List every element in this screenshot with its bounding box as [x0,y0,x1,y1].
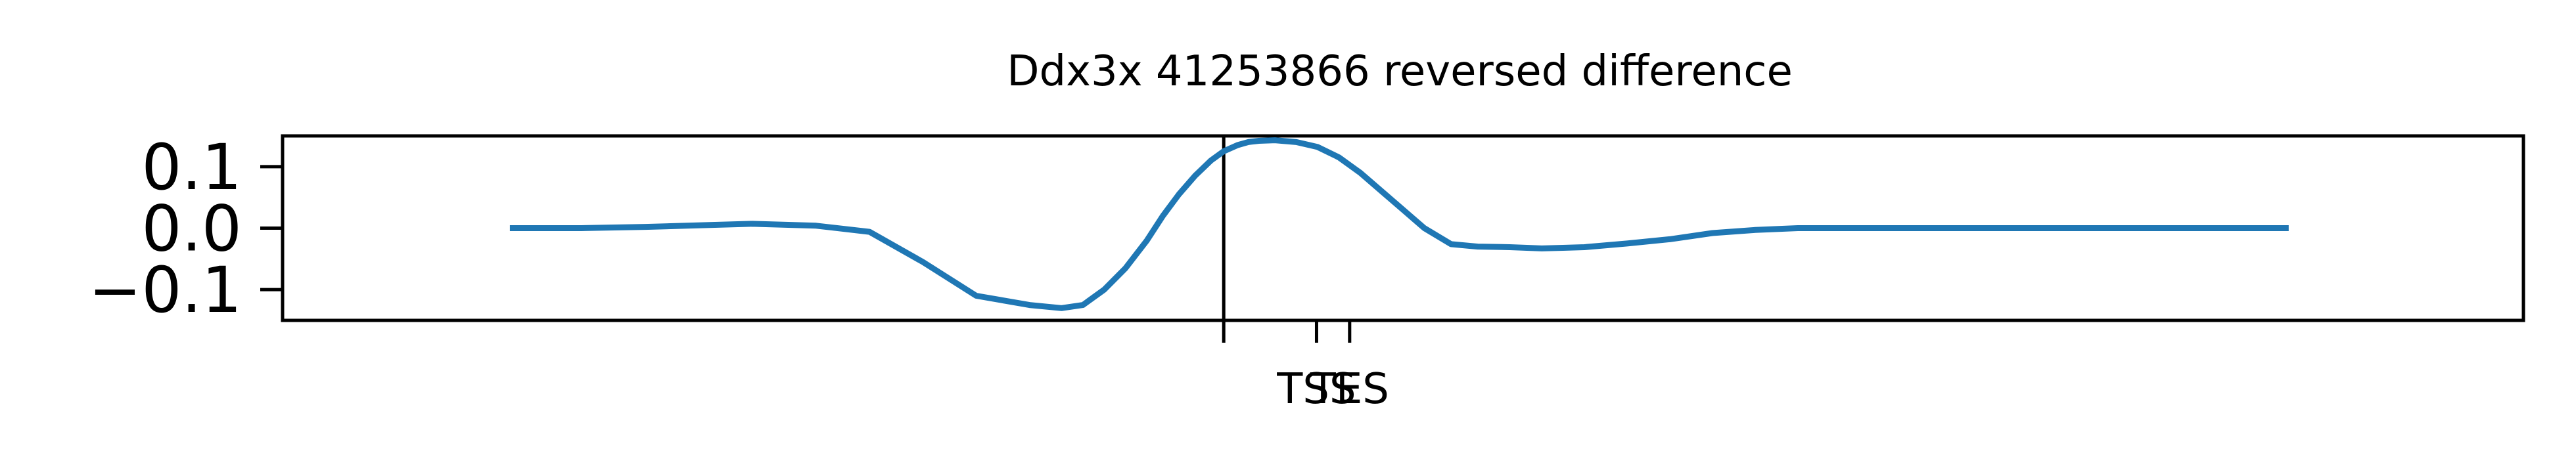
xtick-label-2: TES [1310,365,1389,414]
plot-area [509,137,2289,311]
ytick-label-2: −0.1 [89,253,242,327]
ytick-label-1: 0.0 [141,192,242,266]
series-line-0 [509,137,2289,311]
ytick-label-0: 0.1 [141,131,242,204]
xtick-label-1: TSS [1276,365,1356,414]
chart-title: Ddx3x 41253866 reversed difference [1007,47,1793,96]
